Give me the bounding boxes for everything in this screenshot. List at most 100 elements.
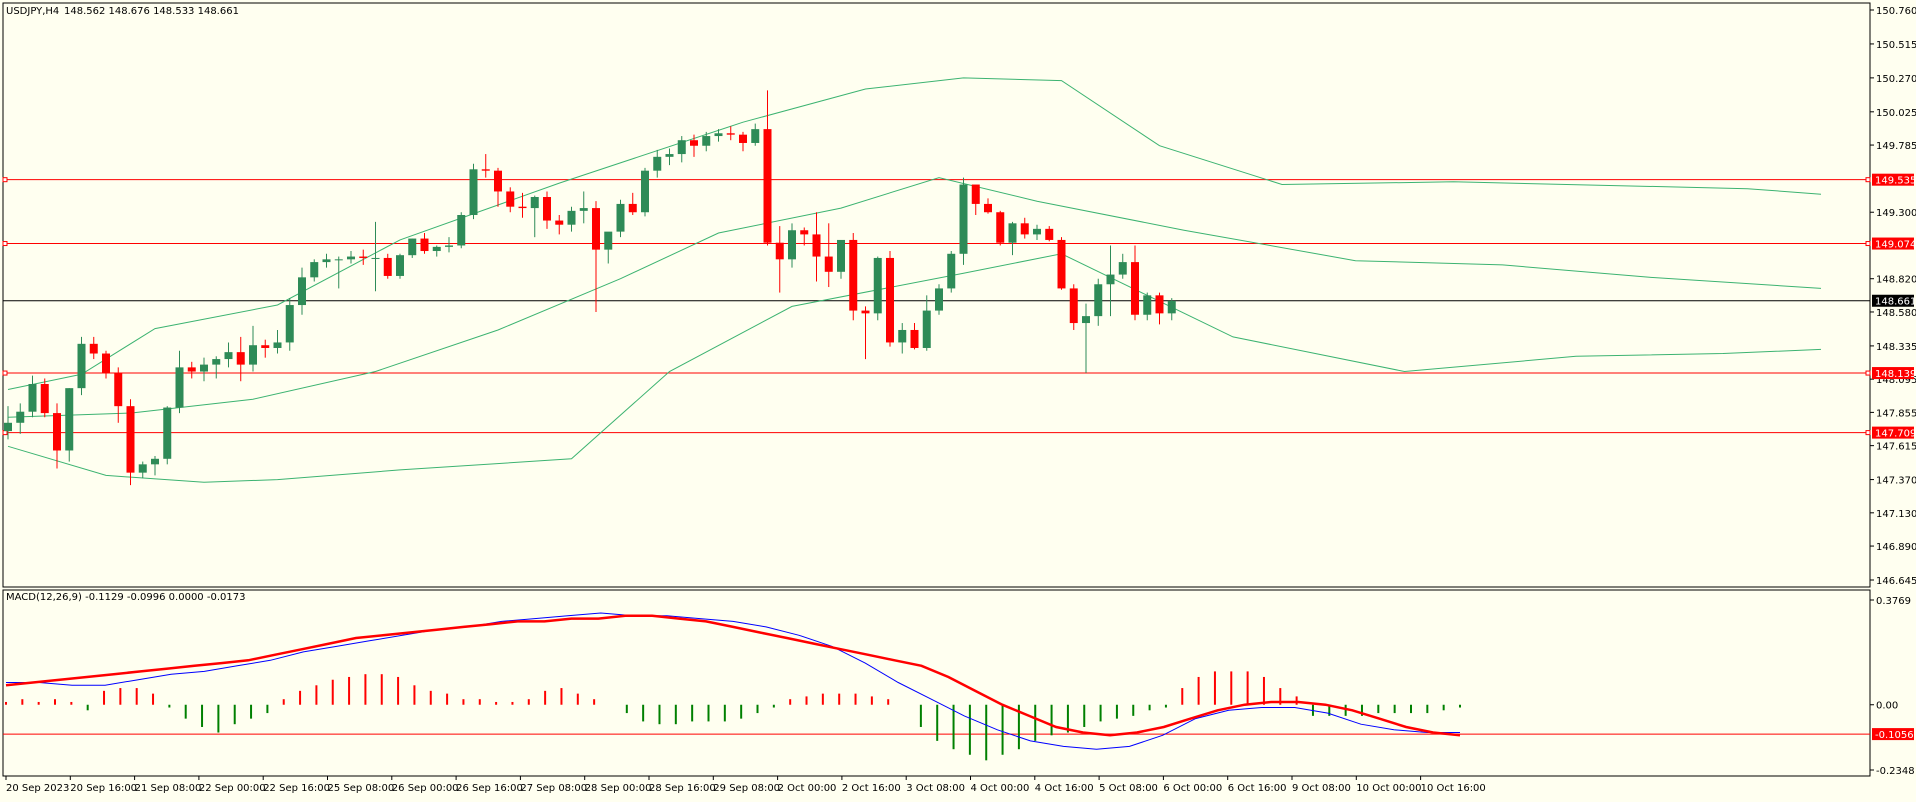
bear-candle [1057, 239, 1066, 289]
bull-candle [77, 343, 86, 389]
bull-candle [273, 342, 282, 348]
time-tick-label: 26 Sep 16:00 [456, 783, 523, 794]
bear-candle [543, 196, 551, 221]
bull-candle [212, 359, 221, 365]
bull-candle [898, 329, 907, 343]
bull-candle [530, 196, 539, 209]
bear-candle [812, 234, 821, 257]
bear-candle [1045, 228, 1054, 240]
bull-candle [1143, 295, 1152, 315]
price-tick-label: 146.645 [1876, 576, 1916, 587]
line-anchor-right [1865, 177, 1871, 183]
bull-candle [616, 203, 625, 232]
bear-candle [800, 230, 809, 235]
bollinger-lower-band [7, 253, 1822, 483]
time-tick-label: 3 Oct 08:00 [906, 783, 965, 794]
price-tick-label: 148.335 [1876, 342, 1916, 353]
time-tick-label: 29 Sep 08:00 [713, 783, 780, 794]
macd-indicator: -0.1056 [3, 612, 1914, 761]
time-tick-label: 26 Sep 00:00 [392, 783, 459, 794]
bear-candle [518, 206, 527, 209]
macd-signal-line [6, 612, 1460, 750]
bear-candle [739, 134, 747, 143]
macd-axis: 0.3769 0.00 -0.2348 [1870, 596, 1915, 777]
price-tick-label: 147.615 [1876, 442, 1916, 453]
bull-candle [371, 257, 380, 259]
macd-main-line [5, 614, 1461, 737]
bull-candle [224, 352, 233, 360]
bull-candle [604, 231, 613, 250]
bull-candle [788, 230, 796, 260]
price-axis: 150.760 150.515 150.270 150.025 149.785 149.3… [1870, 6, 1916, 587]
bull-candle [1008, 223, 1017, 243]
time-tick-label: 20 Sep 16:00 [70, 783, 137, 794]
bollinger-middle-band [7, 177, 1822, 418]
bear-candle [359, 256, 368, 258]
bollinger-bands [7, 77, 1822, 483]
bear-candle [628, 203, 637, 213]
current-price-flag [1872, 294, 1914, 307]
bear-candle [89, 343, 98, 354]
bull-candle [714, 133, 723, 137]
time-tick-label: 6 Oct 16:00 [1228, 783, 1287, 794]
price-tick-label: 147.855 [1876, 408, 1916, 419]
macd-pane[interactable] [2, 589, 1871, 777]
bull-candle [959, 184, 968, 254]
current-price-label: 148.661 [1875, 297, 1916, 308]
line-anchor-left [2, 177, 8, 183]
bear-candle [114, 372, 123, 407]
bull-candle [322, 259, 331, 263]
bull-candle [1106, 274, 1115, 285]
macd-label: MACD(12,26,9) -0.1129 -0.0996 0.0000 -0.… [6, 592, 245, 603]
bear-candle [187, 367, 196, 372]
candles [4, 90, 1176, 486]
time-tick-label: 4 Oct 16:00 [1035, 783, 1094, 794]
time-tick-label: 9 Oct 08:00 [1292, 783, 1351, 794]
bull-candle [347, 256, 355, 260]
bear-candle [40, 383, 49, 414]
bull-candle [665, 154, 674, 157]
bull-candle [175, 367, 184, 408]
bear-candle [261, 345, 270, 348]
time-tick-label: 22 Sep 00:00 [199, 783, 266, 794]
bull-candle [935, 288, 943, 311]
price-flag-label: 149.074 [1875, 240, 1916, 251]
symbol-label: USDJPY,H4 [6, 6, 59, 17]
price-tick-label: 150.760 [1876, 6, 1916, 17]
bull-candle [4, 422, 12, 432]
time-tick-label: 10 Oct 00:00 [1356, 783, 1421, 794]
time-tick-label: 25 Sep 08:00 [328, 783, 395, 794]
bull-candle [65, 388, 74, 451]
bear-candle [886, 257, 894, 343]
bear-candle [383, 257, 392, 276]
time-tick-label: 2 Oct 16:00 [842, 783, 901, 794]
bear-candle [494, 170, 502, 192]
bull-candle [579, 208, 588, 211]
bull-candle [677, 140, 686, 155]
bull-candle [408, 238, 417, 256]
bear-candle [775, 242, 784, 260]
bull-candle [138, 464, 147, 473]
bear-candle [481, 169, 490, 171]
line-anchor-right [1865, 370, 1871, 376]
price-tick-label: 149.785 [1876, 141, 1916, 152]
time-tick-label: 27 Sep 08:00 [520, 783, 587, 794]
bull-candle [837, 239, 845, 272]
bull-candle [249, 345, 257, 365]
price-flag [1872, 367, 1914, 380]
bull-candle [445, 245, 453, 247]
price-tick-label: 148.095 [1876, 375, 1916, 386]
bull-candle [1094, 284, 1103, 317]
price-pane[interactable] [2, 2, 1871, 588]
bull-candle [285, 305, 294, 343]
line-anchor-left [2, 430, 8, 436]
bear-candle [102, 353, 110, 373]
macd-tick-label: 0.00 [1876, 701, 1898, 712]
time-tick-label: 28 Sep 16:00 [649, 783, 716, 794]
bull-candle [922, 310, 931, 348]
bull-candle [163, 407, 172, 459]
bear-candle [824, 256, 833, 272]
